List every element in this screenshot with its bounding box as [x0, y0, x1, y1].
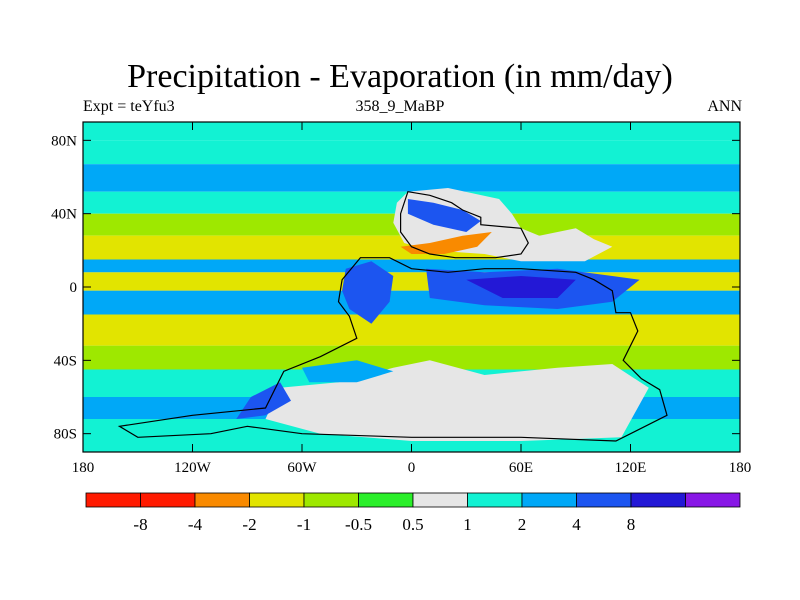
- zonal-band-7: [83, 272, 740, 291]
- colorbar-box: [249, 492, 305, 508]
- colorbar-label: -8: [133, 515, 147, 534]
- colorbar-box: [358, 492, 414, 508]
- colorbar-box: [140, 492, 196, 508]
- region-north-continent-blue: [407, 199, 481, 232]
- zonal-band-0: [83, 122, 740, 141]
- field-layer: [83, 122, 740, 452]
- y-tick-label: 0: [70, 280, 78, 296]
- colorbar-label: 0.5: [402, 515, 423, 534]
- colorbar-label: -2: [242, 515, 256, 534]
- x-tick-label: 0: [408, 460, 416, 476]
- x-tick-label: 180: [729, 460, 752, 476]
- colorbar-box: [85, 492, 141, 508]
- colorbar: -8 -4 -2 -1 -0.5 0.5 1 2 4 8: [85, 492, 741, 534]
- colorbar-box: [467, 492, 523, 508]
- colorbar-box: [194, 492, 250, 508]
- x-tick-label: 60E: [509, 460, 533, 476]
- colorbar-box: [685, 492, 741, 508]
- colorbar-label: -0.5: [345, 515, 372, 534]
- colorbar-label: -1: [297, 515, 311, 534]
- x-tick-label: 60W: [287, 460, 317, 476]
- y-axis: 80N 40N 0 40S 80S: [51, 133, 740, 443]
- x-axis: 180 120W 60W 0 60E 120E 180: [72, 122, 752, 476]
- colorbar-box: [630, 492, 686, 508]
- x-tick-label: 120W: [174, 460, 212, 476]
- colorbar-label: 1: [463, 515, 472, 534]
- colorbar-box: [412, 492, 468, 508]
- coastline-laurasia: [400, 191, 529, 259]
- coastline-gondwana: [117, 257, 668, 442]
- y-tick-label: 80N: [51, 133, 77, 149]
- time-label: 358_9_MaBP: [355, 98, 445, 115]
- zonal-band-9: [83, 314, 740, 346]
- y-tick-label: 40N: [51, 207, 77, 223]
- colorbar-box: [521, 492, 577, 508]
- season-label: ANN: [707, 98, 742, 115]
- x-tick-label: 180: [72, 460, 95, 476]
- zonal-band-6: [83, 259, 740, 273]
- region-east-equator-darkblue: [466, 276, 576, 298]
- region-west-gondwana-blue: [342, 261, 394, 324]
- zonal-band-8: [83, 290, 740, 315]
- region-south-blue-patch: [302, 360, 394, 383]
- coastline-layer: [117, 191, 668, 442]
- colorbar-label: 4: [572, 515, 581, 534]
- x-tick-label: 120E: [615, 460, 647, 476]
- colorbar-box: [303, 492, 359, 508]
- zonal-band-10: [83, 345, 740, 370]
- colorbar-box: [576, 492, 632, 508]
- y-tick-label: 80S: [54, 427, 77, 443]
- zonal-band-1: [83, 140, 740, 165]
- experiment-label: Expt = teYfu3: [83, 98, 175, 115]
- colorbar-label: -4: [188, 515, 203, 534]
- zonal-band-2: [83, 164, 740, 192]
- colorbar-label: 2: [518, 515, 527, 534]
- colorbar-label: 8: [627, 515, 636, 534]
- region-north-continent-dry: [400, 232, 492, 254]
- y-tick-label: 40S: [54, 353, 77, 369]
- chart-title: Precipitation - Evaporation (in mm/day): [127, 58, 673, 95]
